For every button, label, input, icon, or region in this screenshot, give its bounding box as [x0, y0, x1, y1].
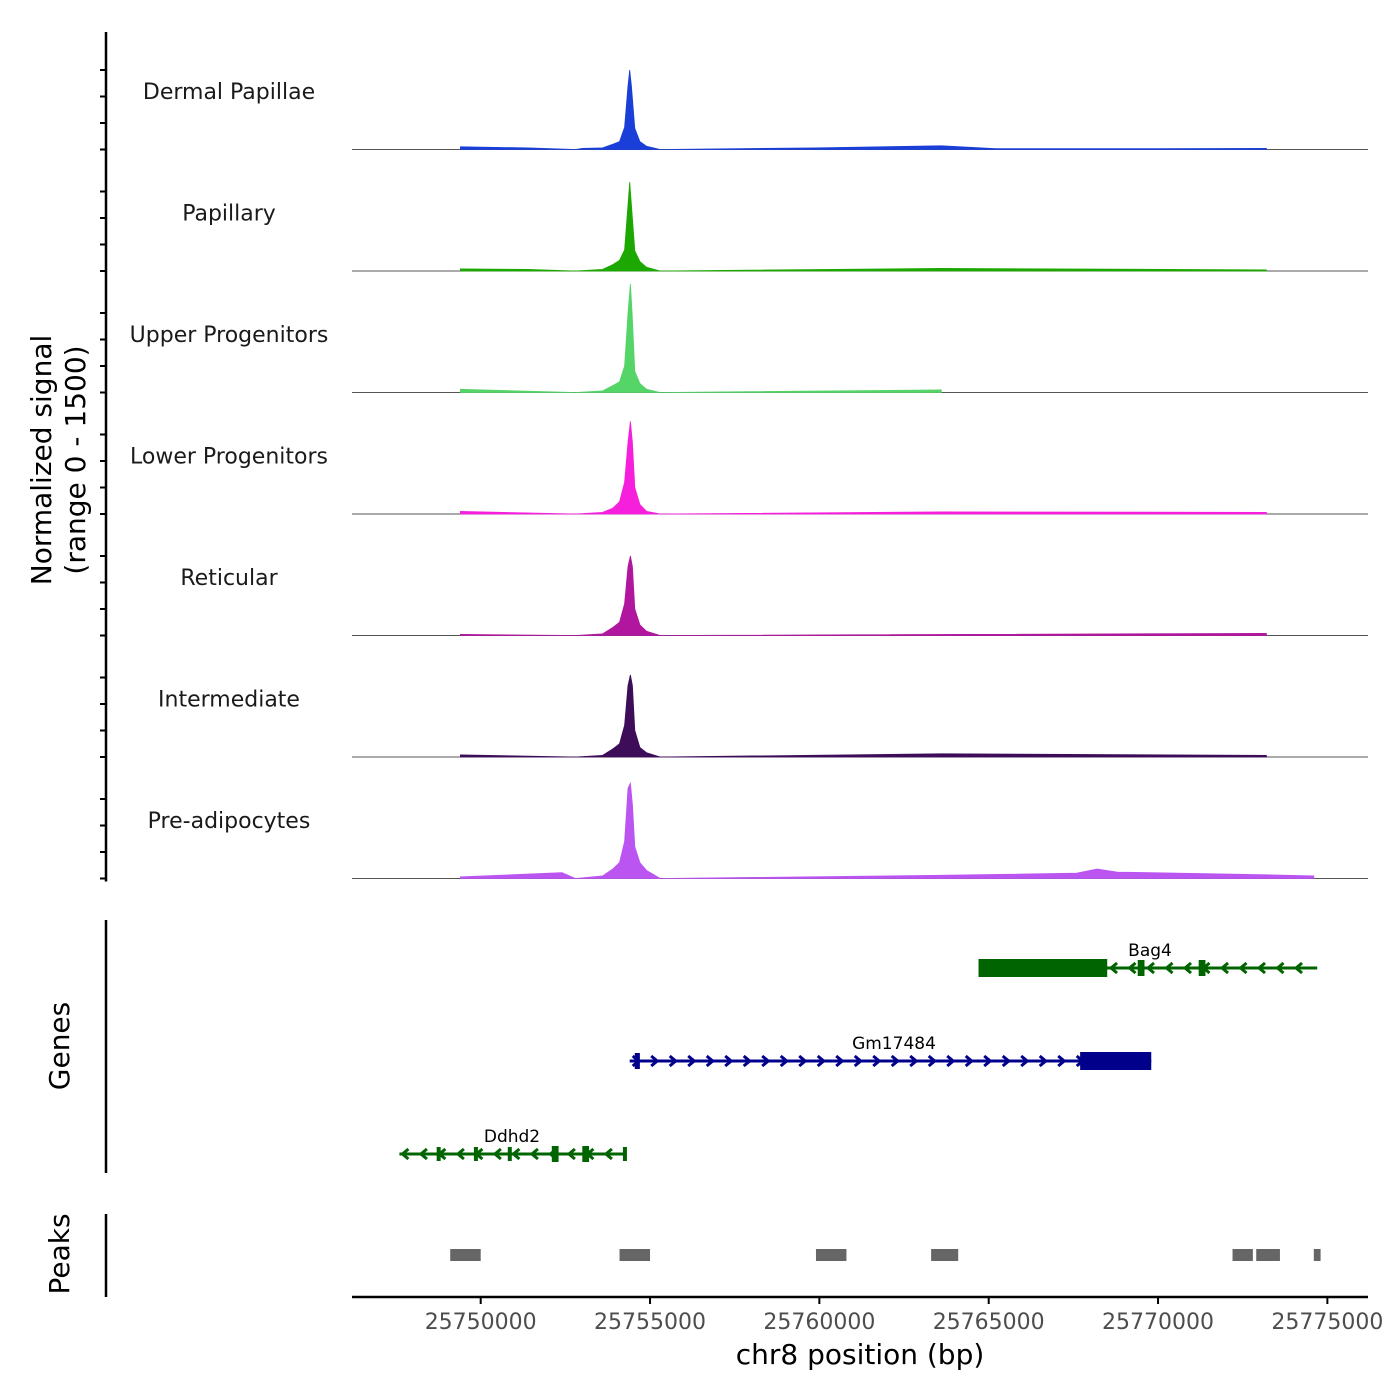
x-axis: 25750000 25755000 25760000 25765000 25770000… [352, 1295, 1383, 1335]
gene-exon [436, 1147, 441, 1161]
track-label: Lower Progenitors [130, 445, 328, 470]
gene-exon [551, 1146, 559, 1162]
strand-arrow [1219, 961, 1229, 975]
strand-arrow [816, 1054, 827, 1068]
strand-arrow [650, 1054, 660, 1068]
strand-arrow [964, 1054, 975, 1068]
strand-arrow [668, 1054, 679, 1068]
peak-region [931, 1249, 959, 1261]
strand-arrow [890, 1054, 901, 1068]
strand-arrow [946, 1054, 956, 1068]
x-tick-label: 25765000 [933, 1310, 1045, 1335]
peak-region [619, 1249, 651, 1261]
coverage-area [460, 181, 1267, 272]
strand-arrow [742, 1054, 753, 1068]
strand-arrow [1275, 961, 1285, 975]
strand-arrow [1001, 1054, 1012, 1068]
gene-exon [582, 1146, 590, 1162]
strand-arrow [529, 1147, 539, 1161]
track-label: Upper Progenitors [130, 323, 329, 348]
gene-exon [622, 1147, 627, 1161]
peak-region [1232, 1249, 1253, 1261]
strand-arrow [1145, 961, 1155, 975]
strand-arrow [687, 1054, 697, 1068]
track-label: Pre-adipocytes [148, 809, 311, 834]
strand-arrow [835, 1054, 845, 1068]
strand-arrow [779, 1054, 790, 1068]
strand-arrow [853, 1054, 864, 1068]
gene-exon [1137, 960, 1145, 976]
gene-label: Bag4 [1128, 941, 1172, 961]
strand-arrow [724, 1054, 734, 1068]
strand-arrow [1182, 961, 1192, 975]
strand-arrow [400, 1147, 410, 1161]
strand-arrow [761, 1054, 771, 1068]
gene-exon [1080, 1052, 1152, 1070]
gene-exon [978, 959, 1108, 977]
strand-arrow [418, 1147, 428, 1161]
track-label: Intermediate [158, 688, 300, 713]
strand-arrow [492, 1147, 502, 1161]
peaks-panel [104, 1214, 1321, 1297]
strand-arrow [927, 1054, 938, 1068]
x-tick-label: 25770000 [1102, 1310, 1214, 1335]
peak-region [815, 1249, 847, 1261]
gene-label: Gm17484 [852, 1034, 936, 1054]
gene-exon [507, 1147, 512, 1161]
strand-arrow [603, 1147, 613, 1161]
genes-panel: Bag4 Gm17484 Ddhd2 [104, 920, 1318, 1173]
strand-arrow [705, 1054, 716, 1068]
x-tick-label: 25775000 [1271, 1310, 1383, 1335]
track-label: Dermal Papillae [143, 80, 315, 105]
strand-arrow [1127, 961, 1137, 975]
strand-arrow [1256, 961, 1266, 975]
strand-arrow [1038, 1054, 1049, 1068]
strand-arrow [983, 1054, 993, 1068]
strand-arrow [798, 1054, 808, 1068]
peak-region [1313, 1249, 1321, 1261]
x-tick-label: 25755000 [594, 1310, 706, 1335]
strand-arrow [872, 1054, 882, 1068]
coverage-panel: Dermal Papillae Papillary Upper Progenitor… [100, 32, 1368, 882]
gene-exon [634, 1053, 640, 1069]
gene-exon [473, 1147, 478, 1161]
track-label: Papillary [182, 202, 276, 227]
strand-arrow [1057, 1054, 1067, 1068]
strand-arrow [1020, 1054, 1030, 1068]
coverage-area [460, 283, 942, 393]
peak-region [450, 1249, 481, 1261]
genes-y-title: Genes [43, 1002, 76, 1090]
coverage-area [460, 781, 1315, 879]
x-axis-title: chr8 position (bp) [736, 1338, 985, 1371]
track-label: Reticular [180, 566, 278, 591]
coverage-area [460, 555, 1267, 636]
coverage-area [460, 674, 1267, 758]
gene-label: Ddhd2 [484, 1127, 540, 1147]
coverage-y-title-line1: Normalized signal [25, 335, 58, 586]
strand-arrow [1293, 961, 1303, 975]
x-tick-label: 25750000 [425, 1310, 537, 1335]
strand-arrow [1164, 961, 1174, 975]
gene-exon [1198, 960, 1206, 976]
strand-arrow [455, 1147, 465, 1161]
coverage-area [460, 69, 1267, 150]
coverage-y-title-line2: (range 0 - 1500) [59, 345, 92, 574]
coverage-area [460, 421, 1267, 515]
strand-arrow [511, 1147, 521, 1161]
x-tick-label: 25760000 [763, 1310, 875, 1335]
peak-region [1256, 1249, 1280, 1261]
peaks-y-title: Peaks [43, 1213, 76, 1294]
strand-arrow [566, 1147, 576, 1161]
strand-arrow [1108, 961, 1118, 975]
strand-arrow [1238, 961, 1248, 975]
strand-arrow [909, 1054, 919, 1068]
